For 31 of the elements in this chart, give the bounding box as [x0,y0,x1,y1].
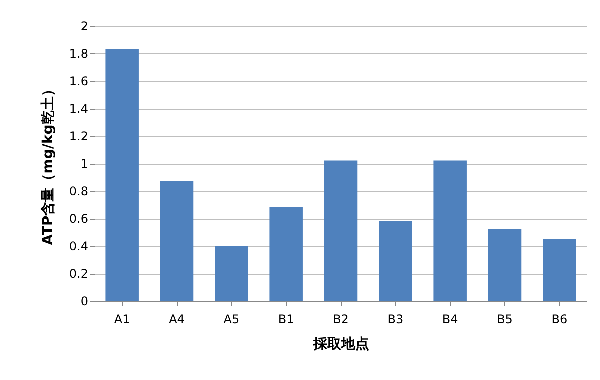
y-tick-label: 1 [80,157,88,171]
y-axis-title: ATP含量（mg/kg乾土） [40,82,56,246]
y-tick-label: 1.2 [69,130,88,144]
bar [324,160,358,301]
y-tick-label: 0 [80,294,88,308]
bar [160,181,194,301]
bar [379,221,412,301]
x-tick-label: B4 [442,312,458,326]
x-tick-label: B6 [552,312,568,326]
y-tick-label: 0.8 [69,184,88,198]
x-tick-label: A1 [114,312,130,326]
x-tick-label: A5 [224,312,240,326]
bar [215,246,248,301]
bar [106,49,139,301]
x-tick-label: B5 [497,312,513,326]
bar [543,239,576,301]
bar [434,160,467,301]
x-tick-label: B2 [333,312,349,326]
x-axis-title: 採取地点 [312,336,370,352]
bar [488,230,522,301]
y-tick-label: 0.4 [69,240,88,254]
y-tick-label: 2 [80,20,88,34]
y-tick-label: 0.2 [69,267,88,281]
y-tick-label: 1.4 [69,102,88,116]
x-tick-label: B3 [388,312,404,326]
y-tick-label: 1.6 [69,74,88,88]
y-tick-label: 1.8 [69,47,88,61]
x-tick-label: B1 [278,312,294,326]
x-tick-label: A4 [169,312,185,326]
y-tick-label: 0.6 [69,212,88,226]
bar [270,208,303,301]
